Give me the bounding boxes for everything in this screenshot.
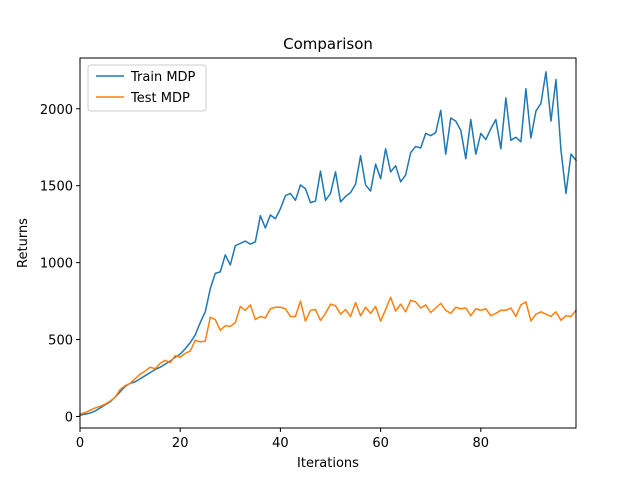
x-tick-label: 60	[372, 436, 389, 451]
series-line-0	[79, 71, 578, 417]
y-tick-label: 1000	[40, 257, 73, 272]
series-line-1	[79, 296, 578, 416]
x-axis-label: Iterations	[297, 456, 359, 471]
plot-frame	[79, 57, 577, 429]
x-tick-label: 20	[172, 436, 189, 451]
x-tick-label: 80	[473, 436, 490, 451]
y-axis-label: Returns	[16, 218, 31, 268]
x-tick-label: 40	[272, 436, 289, 451]
y-tick-label: 500	[48, 334, 73, 349]
y-tick-label: 0	[65, 410, 73, 425]
chart-title: Comparison	[283, 35, 373, 53]
legend-label-1: Test MDP	[130, 91, 190, 106]
y-tick-label: 2000	[40, 103, 73, 118]
x-axis: 0 20 40 60 80	[76, 428, 489, 451]
y-axis: 0 500 1000 1500 2000	[40, 103, 80, 425]
y-tick-label: 1500	[40, 180, 73, 195]
legend-label-0: Train MDP	[130, 70, 196, 85]
x-tick-label: 0	[76, 436, 84, 451]
plot-area	[79, 71, 578, 417]
legend: Train MDP Test MDP	[87, 64, 207, 112]
